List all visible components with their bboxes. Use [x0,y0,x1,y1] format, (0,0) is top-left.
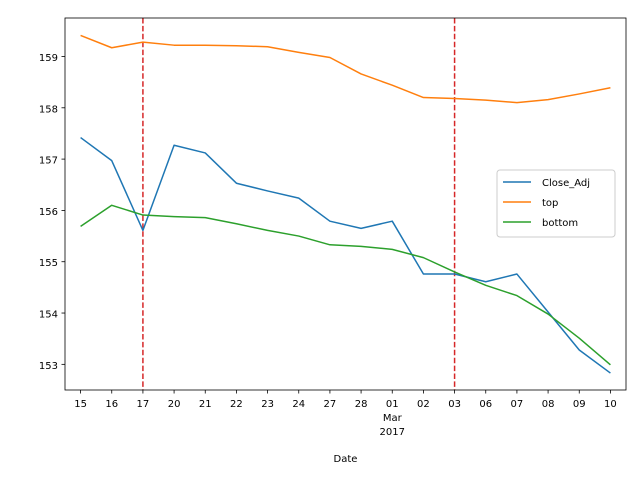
x-tick-label: 22 [230,399,243,410]
marker-lines [142,18,456,390]
y-tick-label: 155 [39,258,58,269]
axes-frame [64,17,627,391]
y-tick-label: 153 [39,361,58,372]
x-tick-label: 03 [448,399,461,410]
x-tick-label: 10 [604,399,617,410]
series-line-bottom [80,204,611,366]
x-tick-sublabel: 2017 [380,427,405,438]
x-tick-label: 23 [261,399,274,410]
x-tick-label: 01 [386,399,399,410]
x-tick-sublabel: Mar [383,413,403,424]
y-tick-label: 154 [39,310,58,321]
legend-label: Close_Adj [542,178,590,189]
series-line-top [80,34,611,104]
x-tick-label: 07 [511,399,524,410]
y-tick-label: 159 [39,53,58,64]
series-line-close-adj [80,136,611,374]
y-axis-ticks: 153 154 155 156 157 158 159 [39,53,65,372]
x-tick-label: 27 [324,399,337,410]
x-axis-title: Date [334,454,358,465]
x-tick-label: 24 [292,399,305,410]
x-tick-label: 16 [105,399,118,410]
y-tick-label: 158 [39,104,58,115]
legend-box [496,169,616,238]
x-tick-label: 20 [168,399,181,410]
x-tick-label: 28 [355,399,368,410]
x-tick-label: 17 [137,399,150,410]
x-tick-label: 15 [74,399,87,410]
y-tick-label: 156 [39,207,58,218]
x-tick-label: 09 [573,399,586,410]
y-tick-label: 157 [39,156,58,167]
legend-label: bottom [542,218,578,229]
x-axis-ticks: 15 16 17 20 21 22 23 24 27 28 01 02 03 06 07 08 09 10 Mar 2… [74,390,617,438]
x-tick-label: 02 [417,399,430,410]
legend-label: top [542,198,558,209]
x-tick-label: 08 [542,399,555,410]
x-tick-label: 21 [199,399,212,410]
x-tick-label: 06 [479,399,492,410]
series-lines [80,34,611,374]
